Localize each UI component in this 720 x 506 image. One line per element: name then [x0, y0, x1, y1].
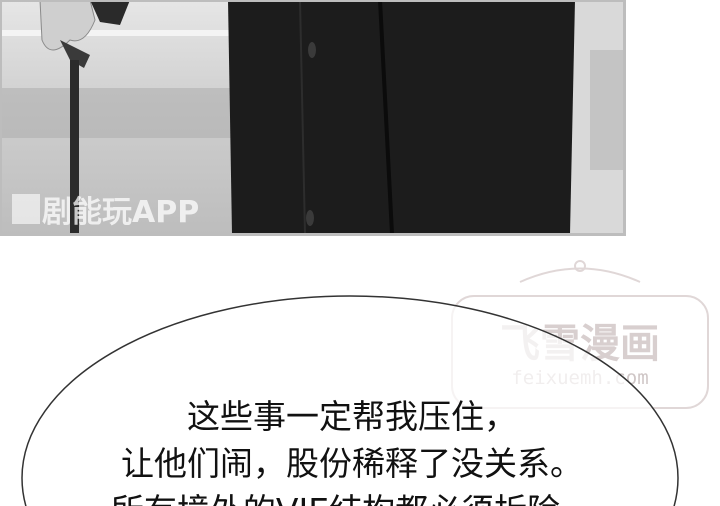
panel-watermark: 剧能玩APP	[42, 195, 199, 230]
panel-border	[0, 0, 626, 236]
bubble-line: 让他们闹，股份稀释了没关系。	[121, 444, 583, 483]
bubble-line: 所有境外的VIE结构都必须拆除。	[111, 491, 593, 506]
photo-panel: 剧能玩APP	[0, 0, 624, 234]
bubble-line: 这些事一定帮我压住，	[187, 397, 517, 436]
bubble-text: 这些事一定帮我压住， 让他们闹，股份稀释了没关系。所有境外的VIE结构都必须拆除。	[111, 397, 593, 506]
watermark-icon	[12, 194, 40, 224]
speech-bubble	[21, 295, 679, 506]
